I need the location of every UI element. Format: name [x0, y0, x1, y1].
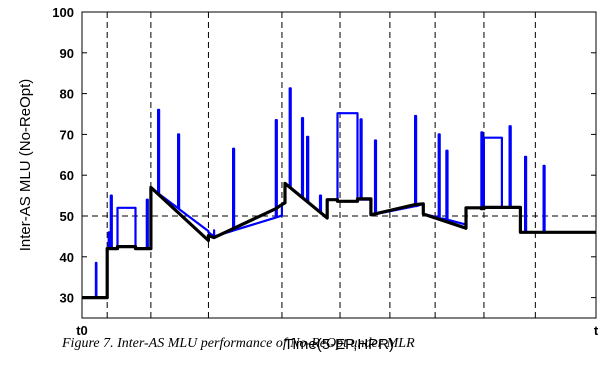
y-tick-label: 50: [60, 209, 74, 224]
y-tick-label: 90: [60, 46, 74, 61]
y-tick-label: 80: [60, 87, 74, 102]
y-tick-label: 60: [60, 168, 74, 183]
series-line-black: [82, 181, 596, 300]
y-axis-label: Inter-AS MLU (No-ReOpt): [17, 79, 34, 252]
tick-layer: 30 40 50 60 70 80 90 100 t0 t: [52, 5, 599, 338]
y-tick-label: 70: [60, 127, 74, 142]
grid-layer: [82, 12, 596, 318]
x-tick-label: t: [594, 323, 599, 338]
series-line-blue: [82, 87, 596, 299]
series-layer: [82, 87, 596, 300]
x-axis-label: Time(5-EP,HPR): [284, 336, 394, 353]
y-tick-label: 40: [60, 250, 74, 265]
figure-caption: Figure 7. Inter-AS MLU performance of No…: [62, 336, 415, 351]
y-tick-label: 30: [60, 291, 74, 306]
plot-frame: [81, 11, 597, 319]
y-tick-label: 100: [52, 5, 74, 20]
x-tick-label: t0: [76, 323, 88, 338]
